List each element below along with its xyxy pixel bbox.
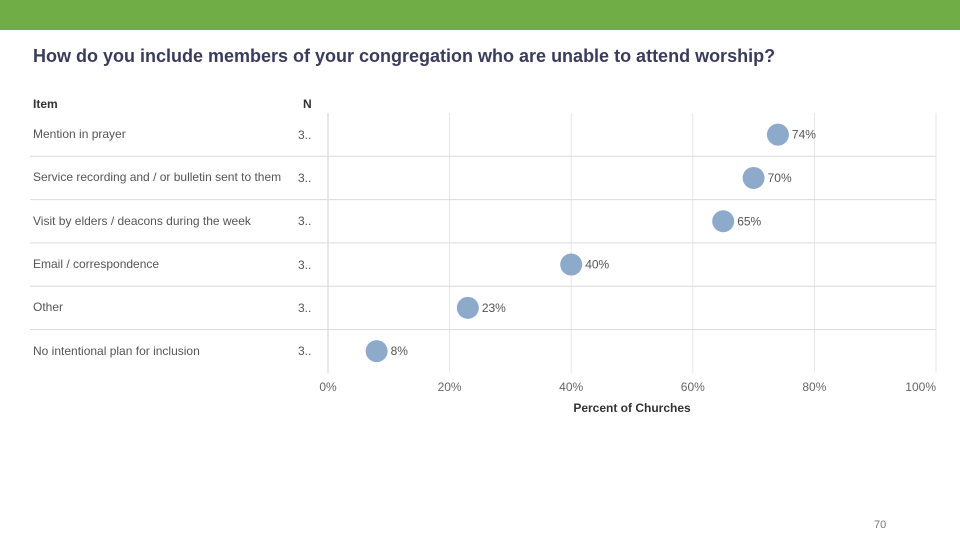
item-label-4: Other xyxy=(33,300,64,315)
item-label-2: Visit by elders / deacons during the wee… xyxy=(33,213,251,228)
page-number: 70 xyxy=(874,519,887,531)
n-value-5: 3.. xyxy=(298,344,312,359)
data-point-4 xyxy=(456,296,479,319)
data-label-2: 65% xyxy=(737,214,761,228)
x-tick-label-5: 100% xyxy=(905,380,936,394)
data-label-3: 40% xyxy=(585,258,609,272)
data-label-0: 74% xyxy=(792,128,816,142)
x-tick-label-0: 0% xyxy=(319,380,337,394)
x-tick-label-3: 60% xyxy=(681,380,705,394)
x-axis-title: Percent of Churches xyxy=(573,401,691,415)
item-column-header: Item xyxy=(33,97,58,111)
data-point-1 xyxy=(742,166,765,189)
data-point-0 xyxy=(766,123,789,146)
n-value-4: 3.. xyxy=(298,300,312,315)
n-value-3: 3.. xyxy=(298,257,312,272)
page-title: How do you include members of your congr… xyxy=(33,46,776,66)
data-label-1: 70% xyxy=(768,171,792,185)
data-label-4: 23% xyxy=(482,301,506,315)
item-label-0: Mention in prayer xyxy=(33,127,126,142)
data-point-2 xyxy=(712,210,735,233)
data-label-5: 8% xyxy=(391,344,409,358)
item-label-5: No intentional plan for inclusion xyxy=(33,343,200,358)
x-tick-label-4: 80% xyxy=(802,380,826,394)
top-accent-bar xyxy=(0,0,960,30)
n-value-0: 3.. xyxy=(298,127,312,142)
n-value-1: 3.. xyxy=(298,170,312,185)
item-label-1: Service recording and / or bulletin sent… xyxy=(33,170,282,185)
data-point-3 xyxy=(560,253,583,276)
n-column-header: N xyxy=(303,97,312,111)
data-point-5 xyxy=(365,340,388,363)
x-tick-label-1: 20% xyxy=(438,380,462,394)
x-tick-label-2: 40% xyxy=(559,380,583,394)
n-value-2: 3.. xyxy=(298,214,312,229)
item-label-3: Email / correspondence xyxy=(33,257,160,272)
